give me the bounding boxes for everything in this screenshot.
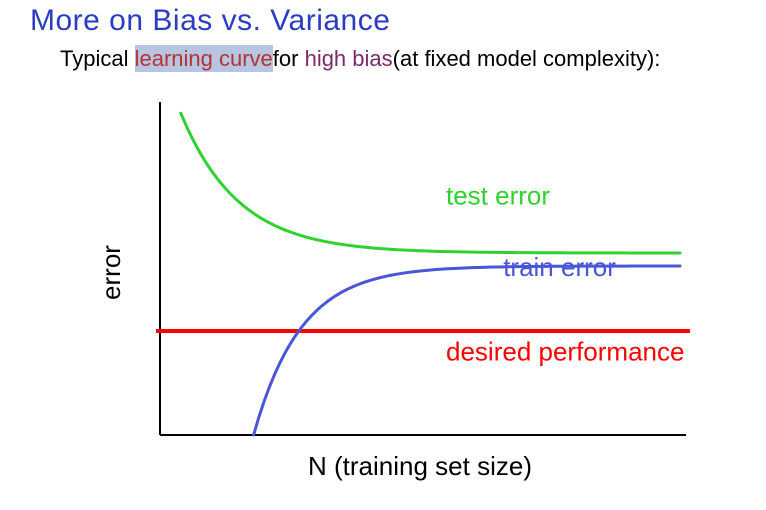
subtitle-suffix: (at fixed model complexity):	[393, 46, 661, 71]
subtitle-emph: high bias	[305, 46, 393, 71]
test-error-curve	[181, 113, 680, 253]
train-error-label: train error	[503, 252, 616, 282]
slide-title: More on Bias vs. Variance	[30, 4, 390, 38]
y-axis-label: error	[96, 245, 126, 300]
slide-title-text: More on Bias vs. Variance	[30, 4, 390, 37]
slide-subtitle: Typical learning curvefor high bias(at f…	[60, 46, 660, 72]
desired-performance-label: desired performance	[446, 336, 684, 366]
test-error-label: test error	[446, 180, 550, 210]
subtitle-highlight: learning curve	[135, 45, 273, 72]
subtitle-prefix: Typical	[60, 46, 135, 71]
learning-curve-chart: error N (training set size) test error tra…	[90, 90, 690, 490]
x-axis-label: N (training set size)	[308, 451, 532, 481]
subtitle-mid: for	[273, 46, 305, 71]
